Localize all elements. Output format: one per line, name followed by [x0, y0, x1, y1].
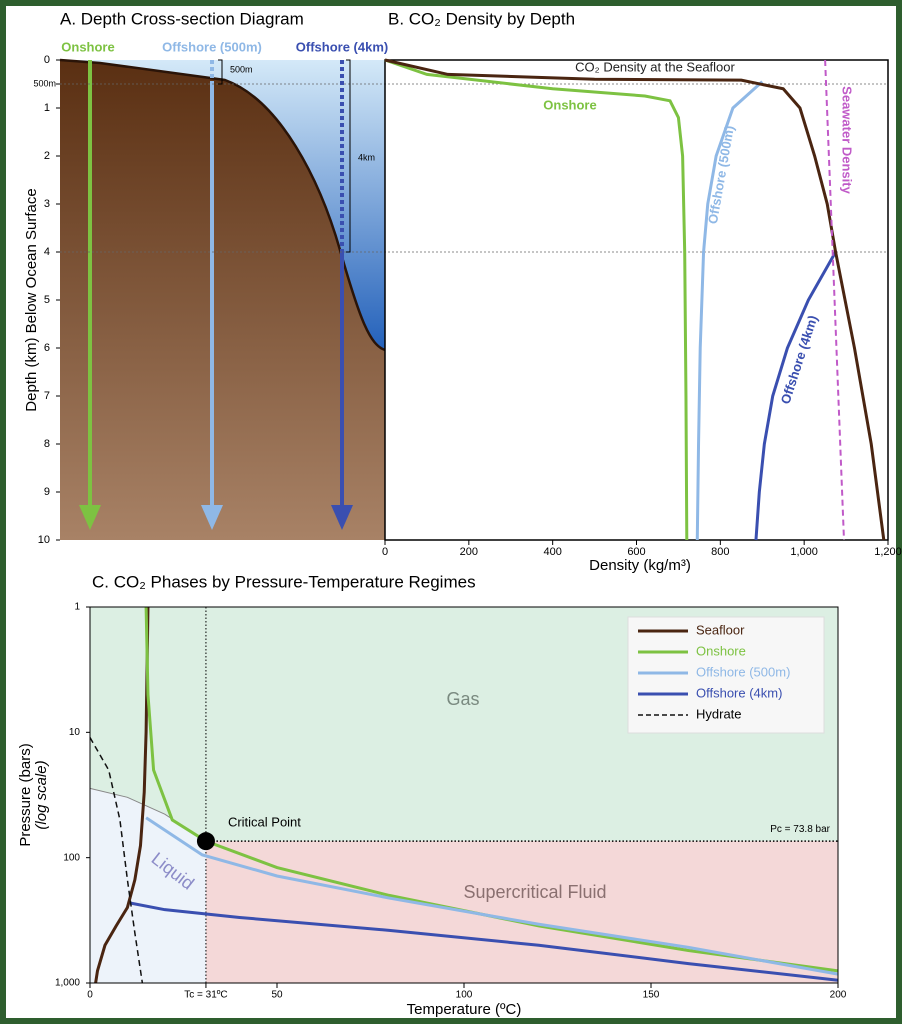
- y-tick-label: 1,000: [55, 978, 80, 989]
- y-tick-label: 3: [44, 198, 50, 210]
- series-line: [384, 58, 689, 541]
- x-tick-label: 800: [711, 546, 729, 558]
- depth-bracket: [218, 59, 223, 85]
- panel-title: B. CO₂ Density by Depth: [388, 9, 575, 28]
- panel-title: C. CO₂ Phases by Pressure-Temperature Re…: [92, 572, 476, 591]
- well-label: Onshore: [61, 39, 114, 54]
- x-tick-label: 1,000: [790, 546, 818, 558]
- region-label: Gas: [446, 689, 479, 709]
- seafloor-line: [59, 58, 386, 352]
- x-tick-label: 600: [627, 546, 645, 558]
- y-tick-label: 1: [74, 602, 80, 613]
- series-label: Seawater Density: [840, 86, 855, 194]
- well-arrowhead: [79, 505, 101, 530]
- series-line: [145, 816, 839, 976]
- series-line: [129, 901, 839, 982]
- series-line: [754, 251, 837, 541]
- legend-label: Seafloor: [696, 622, 745, 637]
- region-supercritical: [205, 841, 838, 983]
- y-tick-label: 5: [44, 294, 50, 306]
- depth-bracket: [346, 59, 351, 253]
- depth-annotation: 4km: [358, 152, 375, 162]
- x-tick-label: 200: [830, 990, 847, 1001]
- x-tick-label: 200: [460, 546, 478, 558]
- legend-box: [627, 616, 825, 734]
- y-axis-label: (log scale): [33, 760, 50, 829]
- x-tick-label: 150: [643, 990, 660, 1001]
- series-label: CO₂ Density at the Seafloor: [575, 59, 735, 74]
- y-tick-label: 1: [44, 102, 50, 114]
- x-tick-label: 100: [456, 990, 473, 1001]
- y-tick-label: 9: [44, 486, 50, 498]
- y-tick-label: 500m: [33, 78, 56, 88]
- legend-label: Hydrate: [696, 706, 742, 721]
- legend-label: Onshore: [696, 643, 746, 658]
- x-tick-label: 50: [271, 990, 283, 1001]
- well-arrowhead: [201, 505, 223, 530]
- critical-point-label: Critical Point: [228, 815, 301, 830]
- critical-point: [196, 832, 215, 851]
- series-line: [94, 606, 150, 984]
- y-tick-label: 8: [44, 438, 50, 450]
- depth-annotation: 500m: [230, 64, 253, 74]
- series-line: [695, 80, 764, 541]
- well-label: Offshore (4km): [296, 39, 388, 54]
- y-tick-label: 10: [69, 727, 81, 738]
- x-tick-label: Tc = 31ºC: [184, 990, 227, 1001]
- panel-title: A. Depth Cross-section Diagram: [60, 9, 304, 28]
- y-tick-label: 0: [44, 54, 50, 66]
- x-tick-label: 0: [87, 990, 93, 1001]
- y-tick-label: 10: [38, 534, 50, 546]
- critical-pressure-label: Pc = 73.8 bar: [770, 824, 830, 835]
- y-axis-label: Depth (km) Below Ocean Surface: [23, 188, 40, 411]
- series-line: [144, 606, 839, 973]
- y-tick-label: 6: [44, 342, 50, 354]
- x-axis-label: Density (kg/m³): [589, 557, 691, 574]
- y-axis-label: Pressure (bars): [17, 743, 34, 846]
- x-tick-label: 0: [382, 546, 388, 558]
- legend-label: Offshore (500m): [696, 664, 790, 679]
- seafloor-land: [60, 60, 385, 540]
- y-tick-label: 4: [44, 246, 50, 258]
- y-tick-label: 7: [44, 390, 50, 402]
- series-label: Onshore: [543, 97, 596, 112]
- well-arrowhead: [331, 505, 353, 530]
- x-tick-label: 400: [543, 546, 561, 558]
- series-line: [824, 59, 845, 541]
- series-line: [384, 58, 886, 541]
- y-tick-label: 2: [44, 150, 50, 162]
- well-label: Offshore (500m): [162, 39, 262, 54]
- x-tick-label: 1,200: [874, 546, 902, 558]
- region-label: Supercritical Fluid: [463, 882, 606, 902]
- y-tick-label: 100: [63, 852, 80, 863]
- chart-layer: A. Depth Cross-section Diagram Depth (km)…: [17, 9, 902, 1017]
- legend-label: Offshore (4km): [696, 685, 782, 700]
- x-axis-label: Temperature (ºC): [407, 1001, 522, 1018]
- series-line: [89, 737, 144, 984]
